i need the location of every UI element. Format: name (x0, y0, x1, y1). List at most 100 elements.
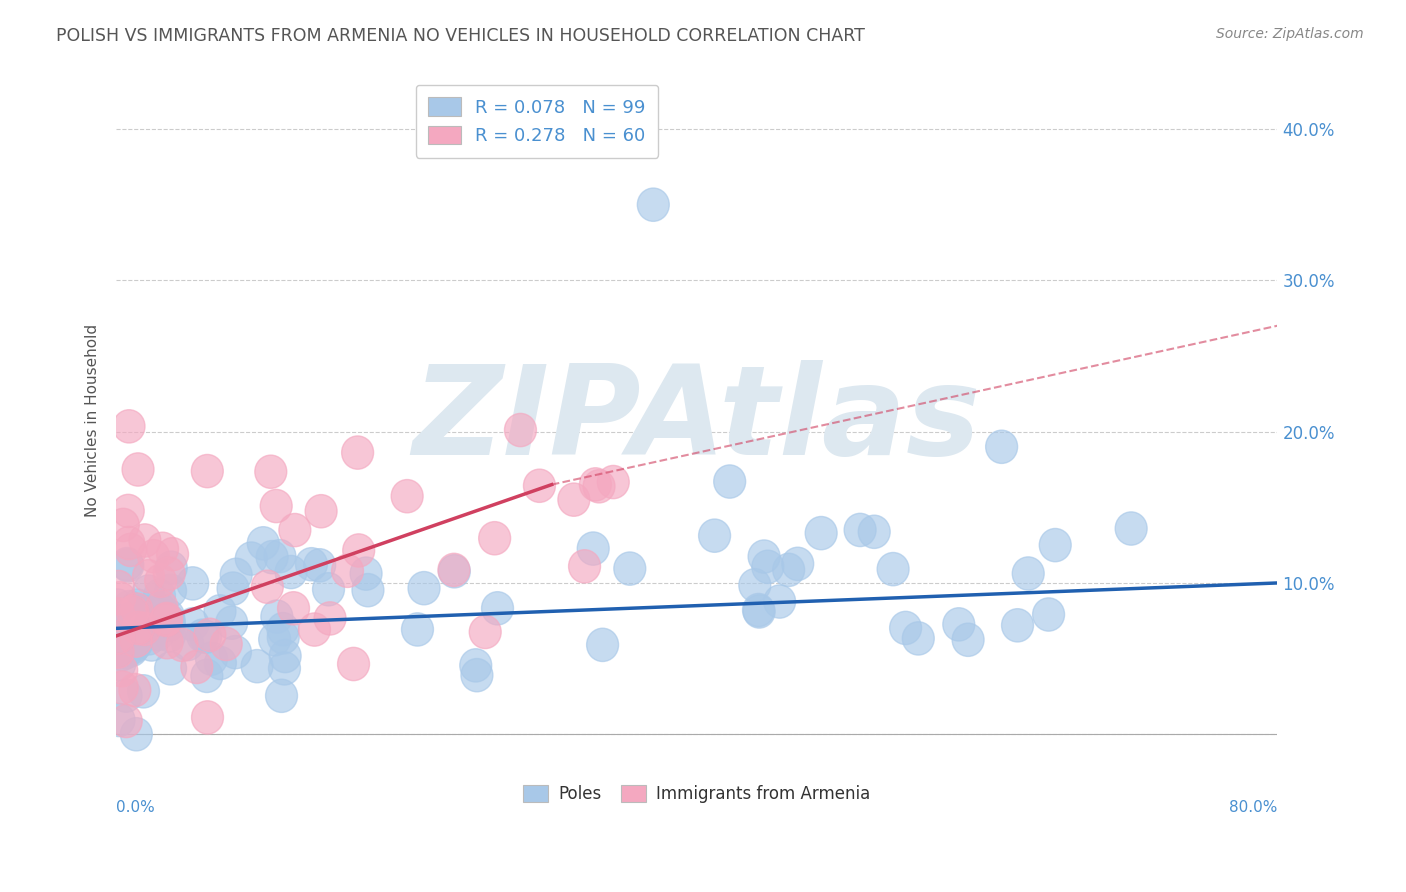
Ellipse shape (598, 466, 630, 499)
Ellipse shape (166, 628, 198, 662)
Ellipse shape (181, 650, 212, 683)
Ellipse shape (240, 649, 273, 682)
Ellipse shape (744, 595, 775, 628)
Text: 0.0%: 0.0% (117, 800, 155, 815)
Legend: Poles, Immigrants from Armenia: Poles, Immigrants from Armenia (516, 778, 877, 809)
Ellipse shape (295, 548, 328, 581)
Ellipse shape (112, 603, 143, 636)
Ellipse shape (156, 538, 188, 571)
Ellipse shape (121, 627, 152, 661)
Ellipse shape (110, 635, 142, 669)
Ellipse shape (134, 622, 165, 655)
Ellipse shape (782, 547, 814, 581)
Ellipse shape (104, 582, 135, 615)
Ellipse shape (773, 553, 804, 587)
Ellipse shape (305, 494, 337, 528)
Ellipse shape (135, 628, 167, 661)
Ellipse shape (110, 705, 142, 738)
Ellipse shape (129, 524, 160, 558)
Ellipse shape (153, 604, 186, 638)
Ellipse shape (191, 659, 222, 692)
Ellipse shape (155, 551, 187, 584)
Ellipse shape (276, 556, 307, 589)
Ellipse shape (204, 647, 236, 680)
Ellipse shape (121, 624, 152, 657)
Ellipse shape (101, 589, 134, 622)
Ellipse shape (110, 624, 141, 657)
Ellipse shape (260, 490, 292, 523)
Text: ZIPAtlas: ZIPAtlas (412, 359, 981, 481)
Ellipse shape (1115, 512, 1147, 545)
Ellipse shape (132, 575, 165, 608)
Ellipse shape (252, 570, 283, 603)
Ellipse shape (890, 611, 921, 645)
Ellipse shape (1032, 598, 1064, 632)
Ellipse shape (143, 579, 176, 612)
Ellipse shape (115, 533, 146, 566)
Ellipse shape (221, 558, 252, 591)
Ellipse shape (155, 652, 187, 685)
Ellipse shape (153, 557, 186, 591)
Ellipse shape (505, 413, 537, 447)
Ellipse shape (262, 600, 292, 633)
Ellipse shape (350, 557, 382, 591)
Ellipse shape (579, 467, 612, 501)
Ellipse shape (122, 611, 155, 645)
Ellipse shape (858, 516, 890, 549)
Ellipse shape (112, 549, 143, 582)
Ellipse shape (254, 455, 287, 489)
Ellipse shape (103, 635, 134, 668)
Ellipse shape (121, 593, 153, 626)
Ellipse shape (103, 704, 135, 737)
Text: Source: ZipAtlas.com: Source: ZipAtlas.com (1216, 27, 1364, 41)
Ellipse shape (337, 648, 370, 681)
Ellipse shape (614, 552, 645, 585)
Y-axis label: No Vehicles in Household: No Vehicles in Household (86, 324, 100, 516)
Ellipse shape (752, 550, 783, 583)
Ellipse shape (763, 585, 796, 618)
Ellipse shape (115, 633, 148, 666)
Ellipse shape (298, 613, 330, 646)
Ellipse shape (259, 623, 291, 656)
Ellipse shape (314, 602, 346, 635)
Ellipse shape (742, 593, 775, 627)
Ellipse shape (266, 679, 298, 713)
Ellipse shape (714, 465, 745, 499)
Ellipse shape (312, 573, 344, 606)
Ellipse shape (235, 542, 267, 575)
Ellipse shape (332, 554, 364, 588)
Ellipse shape (343, 533, 374, 567)
Ellipse shape (146, 533, 179, 566)
Ellipse shape (247, 526, 280, 560)
Ellipse shape (568, 549, 600, 583)
Ellipse shape (152, 599, 184, 632)
Ellipse shape (903, 622, 934, 655)
Ellipse shape (478, 522, 510, 555)
Ellipse shape (806, 516, 837, 549)
Ellipse shape (402, 613, 433, 646)
Ellipse shape (304, 549, 336, 582)
Ellipse shape (121, 624, 153, 658)
Ellipse shape (194, 618, 226, 651)
Ellipse shape (738, 568, 770, 602)
Ellipse shape (103, 598, 135, 632)
Ellipse shape (120, 673, 150, 706)
Ellipse shape (352, 574, 384, 607)
Ellipse shape (211, 627, 242, 661)
Ellipse shape (267, 621, 299, 654)
Ellipse shape (177, 607, 209, 640)
Ellipse shape (586, 628, 619, 662)
Ellipse shape (219, 635, 252, 669)
Ellipse shape (986, 430, 1018, 464)
Ellipse shape (460, 648, 492, 682)
Ellipse shape (256, 541, 288, 574)
Ellipse shape (195, 642, 228, 675)
Ellipse shape (269, 652, 301, 685)
Ellipse shape (104, 612, 136, 646)
Ellipse shape (121, 718, 152, 751)
Ellipse shape (943, 607, 974, 641)
Ellipse shape (145, 565, 177, 598)
Ellipse shape (105, 654, 138, 687)
Ellipse shape (150, 603, 183, 637)
Ellipse shape (107, 638, 138, 671)
